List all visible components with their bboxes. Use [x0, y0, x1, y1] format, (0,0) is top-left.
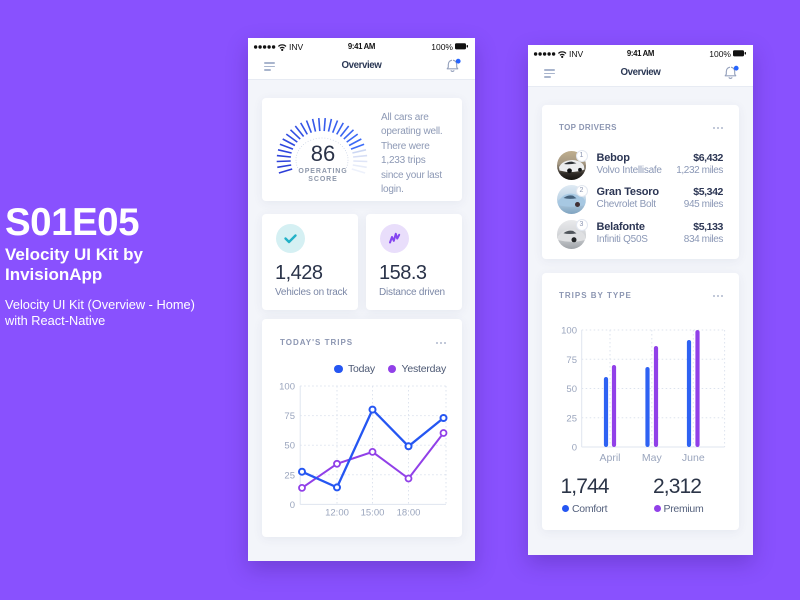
svg-text:75: 75	[566, 355, 577, 366]
svg-text:25: 25	[284, 470, 295, 481]
svg-text:June: June	[682, 452, 705, 464]
svg-text:0: 0	[572, 443, 577, 454]
svg-text:May: May	[642, 452, 663, 464]
svg-text:50: 50	[566, 384, 577, 395]
svg-text:25: 25	[566, 413, 577, 424]
svg-text:15:00: 15:00	[361, 508, 385, 519]
svg-text:100: 100	[279, 382, 295, 393]
svg-text:0: 0	[290, 500, 295, 511]
svg-text:12:00: 12:00	[325, 508, 349, 519]
svg-text:75: 75	[284, 411, 295, 422]
svg-text:100: 100	[561, 326, 577, 337]
svg-text:50: 50	[284, 441, 295, 452]
svg-text:18:00: 18:00	[397, 508, 421, 519]
svg-text:April: April	[599, 452, 620, 464]
